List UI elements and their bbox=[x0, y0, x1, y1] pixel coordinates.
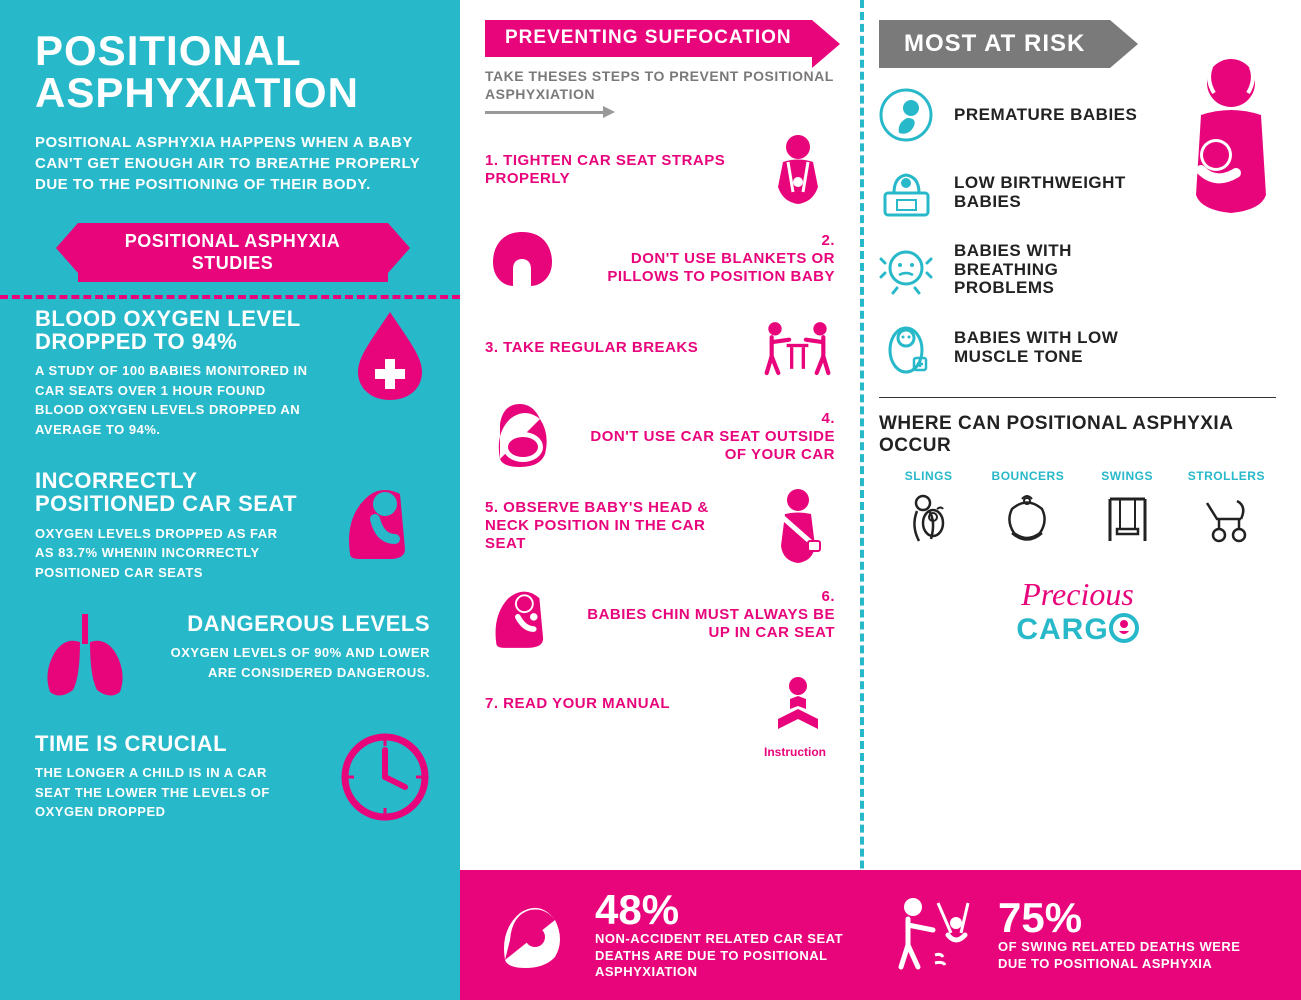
footer-stats: 48% NON-ACCIDENT RELATED CAR SEAT DEATHS… bbox=[460, 870, 1301, 1000]
step-text: 4. DON'T USE CAR SEAT OUTSIDE OF YOUR CA… bbox=[575, 410, 835, 464]
mother-baby-icon bbox=[1156, 55, 1286, 215]
study-text: A STUDY OF 100 BABIES MONITORED IN CAR S… bbox=[35, 361, 315, 439]
step-text: 5. OBSERVE BABY'S HEAD & NECK POSITION I… bbox=[485, 499, 745, 553]
instruction-label: Instruction bbox=[755, 745, 835, 759]
swing-stat-icon bbox=[893, 895, 983, 975]
where-label: BOUNCERS bbox=[978, 469, 1077, 483]
risk-item: LOW BIRTHWEIGHT BABIES bbox=[879, 165, 1139, 220]
carseat-baby-icon bbox=[330, 469, 430, 569]
stroller-icon bbox=[1199, 491, 1254, 546]
column-left: POSITIONAL ASPHYXIATION POSITIONAL ASPHY… bbox=[0, 0, 460, 1000]
step-text: 6. BABIES CHIN MUST ALWAYS BE UP IN CAR … bbox=[575, 588, 835, 642]
step-item: 4. DON'T USE CAR SEAT OUTSIDE OF YOUR CA… bbox=[485, 399, 835, 474]
swaddle-icon bbox=[879, 320, 934, 375]
risk-text: BABIES WITH BREATHING PROBLEMS bbox=[954, 242, 1139, 298]
main-subtitle: POSITIONAL ASPHYXIA HAPPENS WHEN A BABY … bbox=[35, 132, 430, 195]
dashed-divider bbox=[0, 295, 460, 299]
step-text: 1. TIGHTEN CAR SEAT STRAPS PROPERLY bbox=[485, 152, 745, 188]
risk-item: PREMATURE BABIES bbox=[879, 88, 1139, 143]
column-right: MOST AT RISK PREMATURE BABIES LOW BIRTHW… bbox=[860, 0, 1301, 1000]
seatbelt-person-icon bbox=[763, 486, 833, 566]
breathing-icon bbox=[879, 243, 934, 298]
where-label: STROLLERS bbox=[1177, 469, 1276, 483]
footer-txt: NON-ACCIDENT RELATED CAR SEAT DEATHS ARE… bbox=[595, 931, 868, 982]
study-text: OXYGEN LEVELS OF 90% AND LOWER ARE CONSI… bbox=[150, 643, 430, 682]
footer-stat-block: 75% OF SWING RELATED DEATHS WERE DUE TO … bbox=[998, 897, 1271, 973]
where-label: SLINGS bbox=[879, 469, 978, 483]
where-item: SLINGS bbox=[879, 469, 978, 546]
column-middle: PREVENTING SUFFOCATION TAKE THESES STEPS… bbox=[460, 0, 860, 1000]
studies-banner: POSITIONAL ASPHYXIA STUDIES bbox=[78, 223, 388, 282]
step-item: 7. READ YOUR MANUAL bbox=[485, 666, 835, 741]
study-text: THE LONGER A CHILD IS IN A CAR SEAT THE … bbox=[35, 763, 285, 822]
where-item: SWINGS bbox=[1078, 469, 1177, 546]
where-row: SLINGS BOUNCERS SWINGS STROLLERS bbox=[879, 469, 1276, 546]
infographic-container: POSITIONAL ASPHYXIATION POSITIONAL ASPHY… bbox=[0, 0, 1301, 1000]
baby-straps-icon bbox=[763, 132, 833, 207]
manual-reader-icon bbox=[768, 674, 828, 734]
bouncer-icon bbox=[1000, 491, 1055, 546]
study-block: TIME IS CRUCIAL THE LONGER A CHILD IS IN… bbox=[35, 732, 430, 822]
footer-txt: OF SWING RELATED DEATHS WERE DUE TO POSI… bbox=[998, 939, 1271, 973]
brand-logo: Precious CARG bbox=[879, 576, 1276, 647]
study-title: TIME IS CRUCIAL bbox=[35, 732, 325, 755]
pillow-icon bbox=[485, 224, 560, 294]
preventing-subtitle: TAKE THESES STEPS TO PREVENT POSITIONAL … bbox=[485, 67, 835, 103]
study-block: INCORRECTLY POSITIONED CAR SEAT OXYGEN L… bbox=[35, 469, 430, 582]
gray-arrow-icon bbox=[485, 111, 605, 114]
fetus-icon bbox=[879, 88, 934, 143]
risk-banner: MOST AT RISK bbox=[879, 20, 1110, 68]
where-item: STROLLERS bbox=[1177, 469, 1276, 546]
main-title: POSITIONAL ASPHYXIATION bbox=[35, 30, 430, 114]
carseat-carrier-icon bbox=[485, 399, 560, 474]
where-item: BOUNCERS bbox=[978, 469, 1077, 546]
lungs-icon bbox=[35, 612, 135, 702]
preventing-banner: PREVENTING SUFFOCATION bbox=[485, 20, 812, 57]
where-label: SWINGS bbox=[1078, 469, 1177, 483]
study-title: DANGEROUS LEVELS bbox=[150, 612, 430, 635]
study-block: DANGEROUS LEVELS OXYGEN LEVELS OF 90% AN… bbox=[35, 612, 430, 702]
study-title: BLOOD OXYGEN LEVEL DROPPED TO 94% bbox=[35, 307, 335, 353]
brand-cargo: CARG bbox=[1016, 613, 1138, 646]
scale-icon bbox=[879, 165, 934, 220]
step-item: 3. TAKE REGULAR BREAKS bbox=[485, 310, 835, 385]
risk-item: BABIES WITH BREATHING PROBLEMS bbox=[879, 242, 1139, 298]
step-text: 2. DON'T USE BLANKETS OR PILLOWS TO POSI… bbox=[575, 232, 835, 286]
brand-script: Precious bbox=[1021, 576, 1134, 612]
footer-stat-block: 48% NON-ACCIDENT RELATED CAR SEAT DEATHS… bbox=[595, 889, 868, 982]
blood-drop-icon bbox=[350, 307, 430, 402]
clock-icon bbox=[340, 732, 430, 822]
carseat-stat-icon bbox=[490, 895, 570, 975]
footer-pct: 75% bbox=[998, 897, 1271, 939]
study-text: OXYGEN LEVELS DROPPED AS FAR AS 83.7% WH… bbox=[35, 524, 295, 583]
risk-text: LOW BIRTHWEIGHT BABIES bbox=[954, 174, 1139, 211]
brand-o-icon bbox=[1109, 613, 1139, 643]
where-title: WHERE CAN POSITIONAL ASPHYXIA OCCUR bbox=[879, 413, 1276, 457]
sling-icon bbox=[901, 491, 956, 546]
table-break-icon bbox=[760, 313, 835, 383]
step-item: 2. DON'T USE BLANKETS OR PILLOWS TO POSI… bbox=[485, 221, 835, 296]
footer-pct: 48% bbox=[595, 889, 868, 931]
divider bbox=[879, 397, 1276, 398]
step-text: 3. TAKE REGULAR BREAKS bbox=[485, 339, 745, 357]
study-block: BLOOD OXYGEN LEVEL DROPPED TO 94% A STUD… bbox=[35, 307, 430, 439]
baby-chin-up-icon bbox=[485, 575, 560, 655]
risk-text: PREMATURE BABIES bbox=[954, 106, 1137, 125]
swing-icon bbox=[1100, 491, 1155, 546]
risk-text: BABIES WITH LOW MUSCLE TONE bbox=[954, 329, 1139, 366]
study-title: INCORRECTLY POSITIONED CAR SEAT bbox=[35, 469, 315, 515]
step-item: 1. TIGHTEN CAR SEAT STRAPS PROPERLY bbox=[485, 132, 835, 207]
step-item: 6. BABIES CHIN MUST ALWAYS BE UP IN CAR … bbox=[485, 577, 835, 652]
step-text: 7. READ YOUR MANUAL bbox=[485, 695, 745, 713]
risk-item: BABIES WITH LOW MUSCLE TONE bbox=[879, 320, 1139, 375]
step-item: 5. OBSERVE BABY'S HEAD & NECK POSITION I… bbox=[485, 488, 835, 563]
